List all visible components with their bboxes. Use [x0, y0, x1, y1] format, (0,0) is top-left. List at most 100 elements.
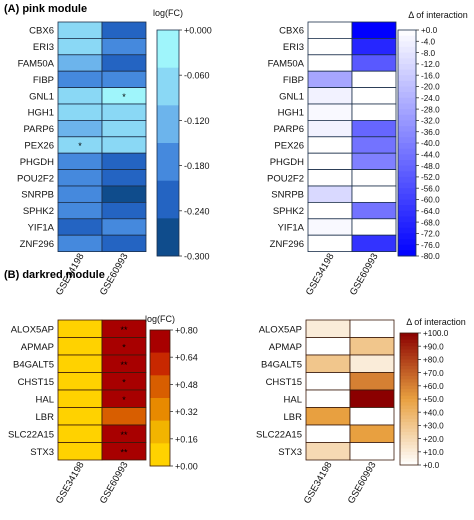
darkred-inter-row-label-stx3: STX3: [278, 447, 302, 458]
darkred-inter-legend-title: Δ of interaction: [406, 317, 466, 327]
darkred-logfc-significance-mark: **: [120, 430, 128, 440]
pink-inter-cell-pou2f2-gse60993: [351, 169, 397, 187]
pink-inter-cell-eri3-gse60993: [351, 38, 397, 56]
pink-inter-legend-tick-label: -56.0: [421, 184, 440, 193]
pink-inter-row-label-gnl1: GNL1: [279, 91, 304, 102]
pink-inter-legend-swatch: [398, 244, 416, 251]
pink-inter-legend-tick-label: -64.0: [421, 207, 440, 216]
pink-inter-cell-znf296-gse60993: [351, 234, 397, 252]
pink-inter-legend-tick-label: -32.0: [421, 117, 440, 126]
pink-logfc-significance-mark: *: [78, 141, 82, 151]
darkred-inter-cell-stx3-gse60993: [349, 442, 395, 461]
darkred-inter-legend-swatch: [400, 333, 418, 337]
darkred-inter-legend-tick-label: +50.0: [423, 395, 444, 404]
pink-inter-cell-sphk2-gse34198: [307, 201, 353, 220]
darkred-inter-row-label-alox5ap: ALOX5AP: [259, 324, 302, 335]
darkred-inter-legend-swatch: [400, 445, 418, 449]
pink-inter-legend-tick-label: -36.0: [421, 128, 440, 137]
pink-inter-cell-snrpb-gse34198: [307, 185, 353, 203]
darkred-inter-legend-swatch: [400, 425, 418, 430]
darkred-inter-legend-swatch: [400, 435, 418, 439]
pink-inter-cell-fam50a-gse60993: [351, 54, 397, 72]
pink-inter-legend-swatch: [398, 193, 416, 200]
pink-logfc-legend-swatch: [157, 143, 179, 181]
pink-inter-cell-fibp-gse34198: [307, 70, 353, 88]
pink-inter-legend-swatch: [398, 103, 416, 110]
pink-logfc-cell-eri3-gse60993: [101, 38, 147, 56]
darkred-inter-row-label-hal: HAL: [284, 394, 302, 405]
pink-inter-legend-swatch: [398, 188, 416, 195]
pink-logfc-row-label-fam50a: FAM50A: [18, 59, 55, 70]
pink-logfc-row-label-pou2f2: POU2F2: [17, 173, 54, 184]
pink-logfc-legend-tick-label: -0.120: [184, 116, 210, 126]
pink-inter-row-label-fibp: FIBP: [283, 75, 304, 86]
darkred-inter-legend-tick-label: +80.0: [423, 356, 444, 365]
pink-inter-legend-tick-label: -12.0: [421, 60, 440, 69]
pink-logfc-cell-phgdh-gse60993: [101, 152, 147, 170]
pink-inter-cell-parp6-gse60993: [351, 120, 397, 138]
pink-logfc-cell-fibp-gse60993: [101, 70, 147, 88]
pink-logfc-row-label-gnl1: GNL1: [29, 91, 54, 102]
pink-inter-legend-tick-label: +0.0: [421, 26, 438, 35]
darkred-logfc-legend-swatch: [150, 352, 170, 376]
pink-inter-cell-hgh1-gse34198: [307, 103, 353, 121]
darkred-logfc-cell-lbr-gse34198: [57, 407, 103, 426]
darkred-inter-legend-tick-label: +40.0: [423, 408, 444, 417]
darkred-inter-legend-swatch: [400, 448, 418, 453]
pink-inter-legend-swatch: [398, 182, 416, 189]
pink-inter-cell-pex26-gse34198: [307, 136, 353, 154]
darkred-logfc-cell-chst15-gse34198: [57, 372, 103, 391]
pink-inter-legend-swatch: [398, 148, 416, 155]
pink-logfc-row-label-phgdh: PHGDH: [20, 157, 54, 168]
darkred-logfc-legend-swatch: [150, 398, 170, 421]
pink-logfc-cell-sphk2-gse34198: [57, 201, 103, 220]
pink-inter-row-label-eri3: ERI3: [283, 42, 304, 53]
pink-inter-cell-phgdh-gse60993: [351, 152, 397, 170]
darkred-logfc-row-label-slc22a15: SLC22A15: [8, 429, 54, 440]
darkred-inter-legend-tick-label: +90.0: [423, 342, 444, 351]
pink-inter-legend-tick-label: -20.0: [421, 83, 440, 92]
pink-inter-legend-swatch: [398, 126, 416, 133]
pink-logfc-cell-cbx6-gse60993: [101, 21, 147, 39]
pink-inter-legend-tick-label: -28.0: [421, 105, 440, 114]
darkred-logfc-legend-swatch: [150, 375, 170, 399]
pink-inter-legend-tick-label: -76.0: [421, 241, 440, 250]
pink-inter-legend-tick-label: -16.0: [421, 71, 440, 80]
darkred-inter-cell-b4galt5-gse60993: [349, 354, 395, 373]
darkred-inter-legend-swatch: [400, 352, 418, 357]
pink-logfc-cell-snrpb-gse34198: [57, 185, 103, 203]
darkred-logfc-significance-mark: **: [120, 360, 128, 370]
pink-inter-cell-gnl1-gse34198: [307, 87, 353, 105]
darkred-inter-legend-tick-label: +100.0: [423, 329, 449, 338]
darkred-logfc-significance-mark: **: [120, 325, 128, 335]
pink-inter-legend-tick-label: -8.0: [421, 49, 436, 58]
darkred-inter-legend-swatch: [400, 395, 418, 400]
darkred-inter-cell-b4galt5-gse34198: [305, 354, 351, 373]
darkred-inter-legend-swatch: [400, 372, 418, 377]
darkred-inter-legend-swatch: [400, 438, 418, 443]
darkred-inter-col-label-gse60993: GSE60993: [346, 460, 379, 506]
darkred-inter-legend-swatch: [400, 389, 418, 393]
darkred-logfc-legend-swatch: [150, 443, 170, 467]
pink-inter-cell-pex26-gse60993: [351, 136, 397, 154]
pink-logfc-legend-title: log(FC): [153, 8, 183, 18]
darkred-inter-cell-slc22a15-gse60993: [349, 424, 395, 443]
pink-logfc-cell-parp6-gse60993: [101, 120, 147, 138]
pink-inter-cell-snrpb-gse60993: [351, 185, 397, 203]
pink-inter-legend-tick-label: -72.0: [421, 230, 440, 239]
darkred-inter-legend-tick-label: +30.0: [423, 422, 444, 431]
pink-logfc-legend-swatch: [157, 180, 179, 219]
heatmap-darkred-interaction: ALOX5AP APMAP B4GALT5 CHST15 HAL LBR SLC22A15 S…: [256, 317, 466, 506]
pink-inter-cell-cbx6-gse34198: [307, 21, 353, 39]
darkred-logfc-legend-tick-label: +0.64: [175, 353, 198, 363]
darkred-inter-cell-chst15-gse60993: [349, 372, 395, 391]
darkred-logfc-significance-mark: **: [120, 447, 128, 457]
pink-inter-legend-swatch: [398, 58, 416, 65]
pink-inter-row-label-yif1a: YIF1A: [278, 223, 305, 234]
pink-inter-legend-swatch: [398, 222, 416, 229]
pink-inter-legend-tick-label: -68.0: [421, 218, 440, 227]
pink-logfc-row-label-snrpb: SNRPB: [21, 190, 54, 201]
pink-inter-legend-swatch: [398, 250, 416, 257]
pink-logfc-row-label-fibp: FIBP: [33, 75, 54, 86]
pink-inter-row-label-pex26: PEX26: [274, 141, 304, 152]
